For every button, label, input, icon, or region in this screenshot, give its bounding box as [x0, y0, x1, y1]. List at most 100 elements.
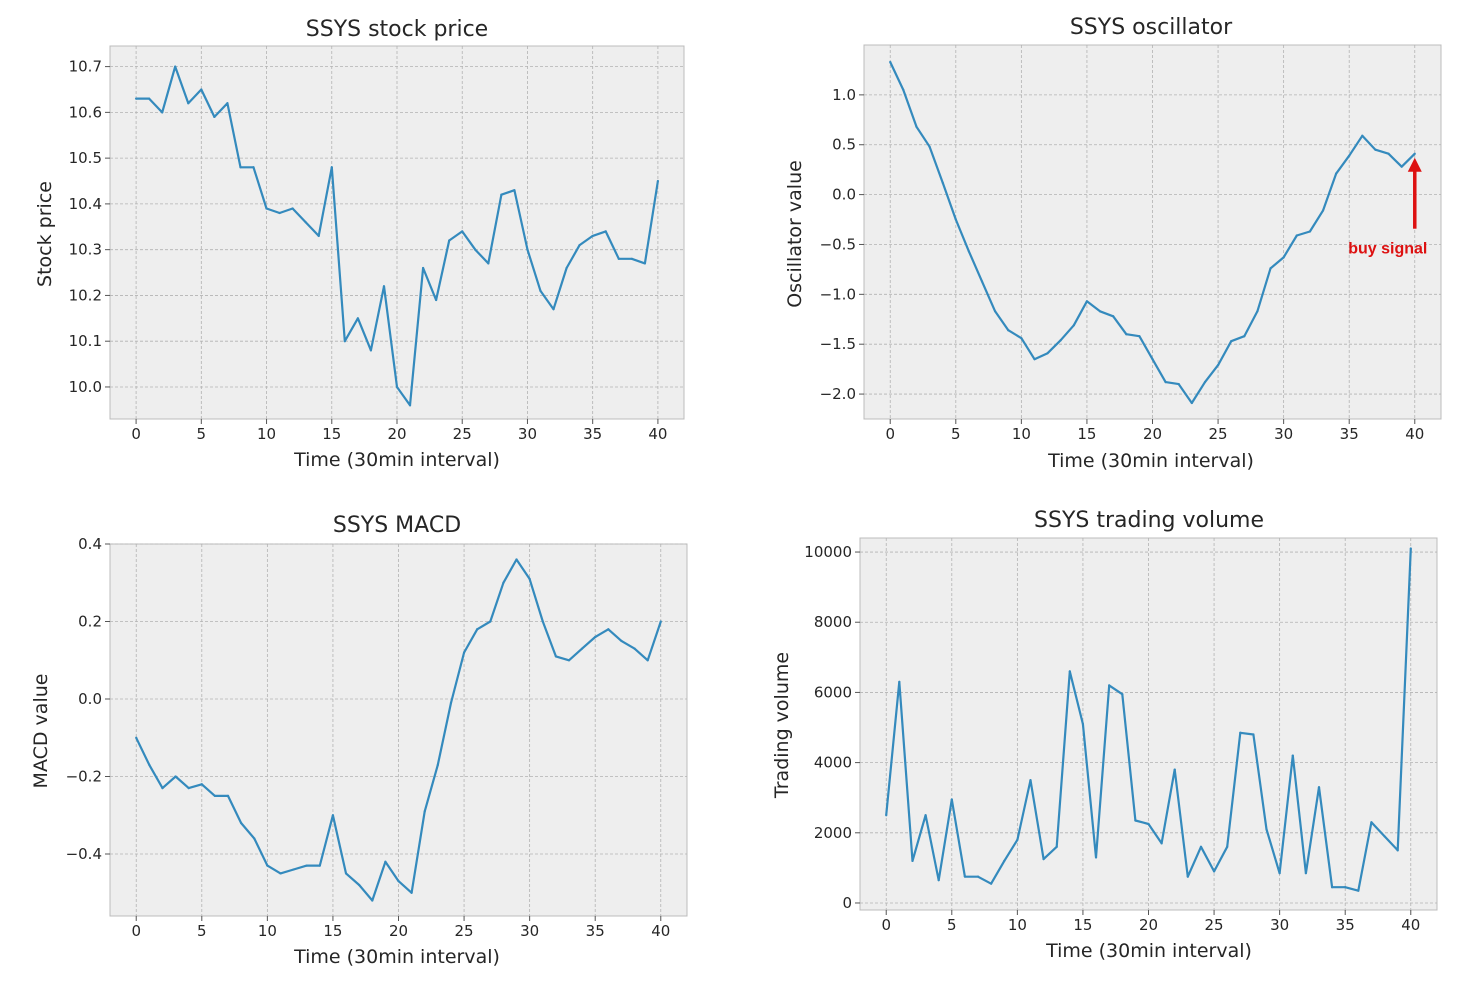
oscillator-xlabel: Time (30min interval)	[1047, 450, 1254, 472]
volume-data-point	[1081, 722, 1085, 726]
oscillator-data-point	[1374, 148, 1377, 151]
stock-price-data-point	[369, 349, 373, 352]
volume-data-point	[885, 814, 888, 817]
stock-price-data-point	[500, 193, 503, 196]
oscillator-x-tick-label: 35	[1340, 425, 1359, 443]
macd-data-point	[240, 821, 243, 825]
volume-data-point	[1186, 875, 1189, 878]
volume-data-point	[911, 859, 914, 862]
volume-data-point	[1055, 845, 1058, 848]
stock-price-data-point	[656, 179, 660, 183]
volume-data-point	[1278, 872, 1281, 875]
macd-x-tick-label: 40	[651, 922, 670, 940]
oscillator-data-point	[1348, 154, 1351, 157]
oscillator-data-point	[928, 145, 931, 148]
volume-data-point	[937, 879, 940, 882]
oscillator-data-point	[1216, 364, 1220, 367]
volume-data-point	[1121, 693, 1124, 696]
macd-data-point	[397, 880, 400, 883]
oscillator-x-tick-label: 25	[1209, 425, 1228, 443]
oscillator-y-tick-label: −0.5	[820, 235, 856, 253]
stock-price-y-tick-label: 10.7	[69, 58, 102, 76]
oscillator-ylabel: Oscillator value	[784, 160, 806, 308]
stock-price-data-point	[356, 317, 359, 320]
stock-price-y-tick-label: 10.2	[69, 286, 102, 304]
stock-price-data-point	[161, 111, 164, 114]
volume-y-tick-label: 4000	[814, 754, 852, 772]
macd-data-point	[476, 628, 479, 631]
stock-price-data-point	[461, 230, 464, 233]
stock-price-x-tick-label: 10	[257, 425, 276, 443]
volume-data-point	[1265, 828, 1268, 831]
stock-price-data-point	[513, 189, 516, 192]
volume-data-point	[990, 882, 993, 885]
macd-y-tick-label: −0.2	[66, 768, 102, 786]
oscillator-data-point	[1020, 337, 1023, 340]
oscillator-x-tick-label: 15	[1077, 425, 1096, 443]
stock-price-data-point	[134, 97, 138, 100]
macd-data-point	[462, 651, 466, 654]
macd-data-point	[659, 620, 662, 623]
oscillator-data-point	[1112, 315, 1115, 318]
buy-signal-label: buy signal	[1348, 241, 1427, 258]
stock-price-xlabel: Time (30min interval)	[293, 449, 500, 471]
macd-x-tick-label: 5	[197, 922, 207, 940]
oscillator-data-point	[1295, 234, 1298, 237]
macd-data-point	[226, 794, 230, 797]
stock-price-x-tick-label: 25	[453, 425, 472, 443]
stock-price-data-point	[395, 385, 399, 389]
macd-data-point	[358, 883, 361, 887]
volume-data-point	[1344, 886, 1347, 889]
stock-price-data-point	[226, 102, 229, 105]
stock-price-x-tick-label: 20	[387, 425, 406, 443]
volume-x-tick-label: 0	[881, 916, 891, 934]
oscillator-data-point	[1413, 152, 1416, 155]
volume-data-point	[976, 875, 980, 878]
stock-price-data-point	[474, 248, 477, 251]
volume-data-point	[1160, 842, 1163, 845]
volume-data-point	[1239, 731, 1242, 734]
oscillator-x-tick-label: 40	[1405, 425, 1424, 443]
oscillator-x-tick-label: 10	[1012, 425, 1031, 443]
volume-x-tick-label: 40	[1401, 916, 1420, 934]
volume-data-point	[1291, 754, 1294, 757]
macd-y-tick-label: −0.4	[66, 845, 102, 863]
macd-data-point	[371, 899, 374, 902]
macd-data-point	[384, 860, 387, 863]
volume-x-tick-label: 35	[1336, 916, 1355, 934]
stock-price-data-point	[213, 115, 216, 119]
volume-y-tick-label: 8000	[814, 613, 852, 631]
volume-data-point	[1330, 886, 1334, 889]
macd-data-point	[148, 763, 151, 766]
macd-panel: SSYS MACD Time (30min interval) MACD val…	[30, 513, 688, 968]
stock-price-y-tick-label: 10.3	[69, 241, 102, 259]
macd-data-point	[200, 783, 203, 786]
stock-price-data-point	[539, 289, 542, 292]
oscillator-data-point	[1308, 230, 1311, 233]
oscillator-data-point	[1164, 380, 1167, 384]
stock-price-y-tick-label: 10.4	[69, 195, 102, 213]
oscillator-data-point	[994, 310, 997, 313]
volume-y-tick-label: 6000	[814, 683, 852, 701]
oscillator-data-point	[1007, 329, 1010, 332]
volume-data-point	[1357, 889, 1360, 892]
volume-data-point	[1147, 822, 1150, 826]
macd-y-tick-label: 0.4	[78, 535, 102, 553]
stock-price-x-tick-label: 15	[322, 425, 341, 443]
macd-data-point	[515, 558, 518, 561]
oscillator-data-point	[1098, 310, 1102, 313]
volume-data-point	[1094, 856, 1098, 859]
oscillator-data-point	[1230, 340, 1233, 343]
macd-data-point	[620, 639, 623, 642]
stock-price-data-point	[421, 266, 425, 270]
oscillator-data-point	[1400, 165, 1403, 168]
oscillator-data-point	[1151, 358, 1154, 361]
macd-data-point	[607, 628, 610, 631]
stock-price-y-tick-label: 10.6	[69, 103, 102, 121]
oscillator-data-point	[889, 60, 892, 64]
stock-price-data-point	[187, 102, 190, 105]
oscillator-data-point	[954, 218, 957, 221]
oscillator-x-tick-label: 20	[1143, 425, 1162, 443]
macd-x-tick-label: 0	[131, 922, 141, 940]
macd-data-point	[554, 655, 557, 658]
